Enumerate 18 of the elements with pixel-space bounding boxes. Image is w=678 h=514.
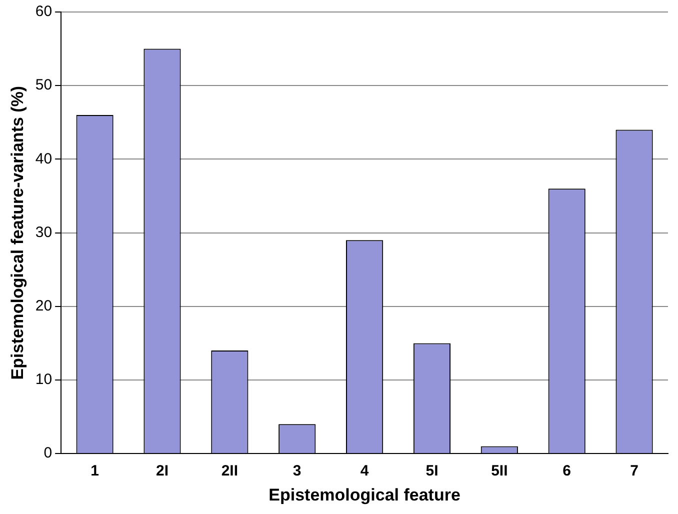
y-tick-label: 0 [44,444,52,462]
x-tick-label: 3 [292,462,302,480]
x-tick-label: 6 [562,462,572,480]
x-tick-label: 1 [90,462,99,480]
x-tick-label: 5II [491,462,508,480]
y-tick-label: 60 [35,3,52,20]
y-tick-label: 20 [35,298,52,315]
x-tick-label: 2II [221,462,238,480]
y-tick-label: 30 [35,224,52,241]
x-axis-title: Epistemological feature [268,485,460,504]
x-tick-label: 5I [426,462,438,480]
y-tick-label: 10 [35,371,52,388]
x-tick-label: 2I [156,462,168,480]
x-tick-label: 7 [630,462,638,480]
y-tick-label: 50 [35,76,52,94]
x-tick-label: 4 [360,462,370,480]
y-tick-label: 40 [35,150,52,168]
y-axis-title: Epistemological feature-variants (%) [8,86,27,380]
